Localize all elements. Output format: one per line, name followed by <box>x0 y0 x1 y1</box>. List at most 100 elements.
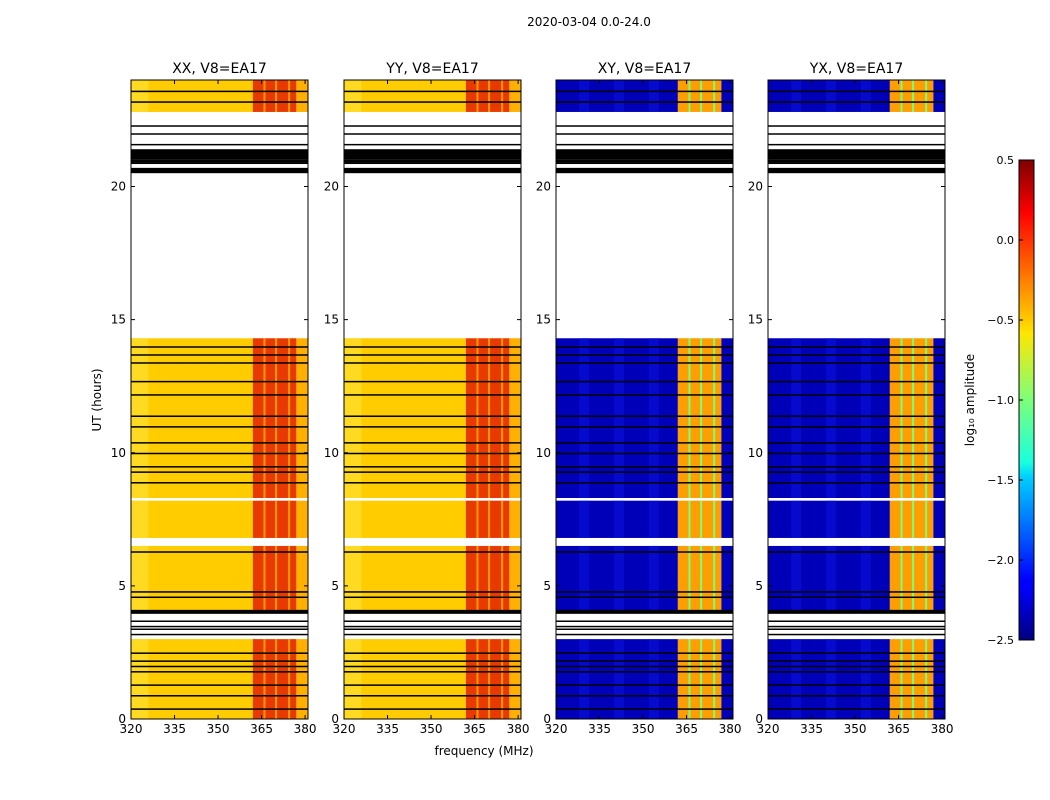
freq-gap <box>501 80 504 112</box>
masked-row <box>131 466 308 468</box>
panel-frame <box>343 79 522 720</box>
masked-block <box>344 149 521 160</box>
y-tick-label: 15 <box>324 313 339 327</box>
masked-block <box>768 149 945 160</box>
y-tick-label: 10 <box>536 446 551 460</box>
x-tick-label: 350 <box>207 722 230 736</box>
heat-texture <box>860 545 871 613</box>
colorbar-tick-label: −1.0 <box>987 394 1014 407</box>
freq-gap <box>688 500 691 538</box>
masked-row <box>768 143 945 146</box>
heat-cell <box>344 80 466 112</box>
x-tick-label: 380 <box>294 722 317 736</box>
masked-row <box>768 90 945 93</box>
masked-row <box>556 415 733 417</box>
masked-row <box>768 394 945 396</box>
masked-block <box>556 167 733 174</box>
freq-gap <box>713 545 716 613</box>
freq-gap <box>713 500 716 538</box>
masked-row <box>556 708 733 710</box>
panel-title: XX, V8=EA17 <box>172 61 267 77</box>
heat-texture <box>648 80 659 112</box>
x-tick-label: 335 <box>376 722 399 736</box>
heat-texture <box>860 500 871 538</box>
panel-yy: YY, V8=EA17 320 335 350 365 380 0 5 10 15 20 <box>324 61 530 736</box>
masked-row <box>344 684 521 686</box>
heat-texture <box>614 639 625 719</box>
masked-row <box>556 143 733 146</box>
masked-row <box>768 671 945 673</box>
masked-row <box>344 620 521 622</box>
masked-block <box>131 159 308 163</box>
heat-cell <box>296 338 308 499</box>
masked-row <box>131 143 308 146</box>
freq-gap <box>900 338 903 499</box>
freq-gap <box>713 80 716 112</box>
heat-texture <box>344 639 362 719</box>
masked-row <box>768 695 945 697</box>
y-tick-label: 10 <box>324 446 339 460</box>
masked-row <box>768 362 945 364</box>
masked-row <box>344 596 521 599</box>
masked-row <box>556 665 733 668</box>
heat-cell <box>721 545 733 613</box>
heat-texture <box>791 338 802 499</box>
heat-texture <box>791 639 802 719</box>
heat-cell <box>933 338 945 499</box>
masked-row <box>768 482 945 484</box>
colorbar-tick-label: 0.5 <box>997 154 1015 167</box>
masked-row <box>344 466 521 468</box>
y-tick-label: 5 <box>118 579 126 593</box>
masked-row <box>344 591 521 593</box>
freq-gap <box>501 639 504 719</box>
freq-gap <box>912 80 915 112</box>
masked-row <box>344 162 521 165</box>
masked-row <box>344 415 521 417</box>
masked-row <box>344 90 521 93</box>
masked-row <box>131 125 308 127</box>
masked-row <box>344 362 521 364</box>
masked-block <box>131 167 308 174</box>
masked-row <box>768 628 945 630</box>
masked-block <box>768 609 945 614</box>
colorbar-label: log₁₀ amplitude <box>963 354 977 446</box>
masked-row <box>556 466 733 468</box>
freq-gap <box>713 639 716 719</box>
x-tick-label: 320 <box>333 722 356 736</box>
heat-cell <box>296 639 308 719</box>
masked-row <box>344 652 521 654</box>
freq-gap <box>288 545 291 613</box>
heat-texture <box>614 338 625 499</box>
masked-row <box>344 346 521 348</box>
colorbar: 0.5 0.0 −0.5 −1.0 −1.5 −2.0 −2.5 log₁₀ amplitud… <box>963 154 1035 647</box>
freq-gap <box>912 500 915 538</box>
y-tick-label: 10 <box>111 446 126 460</box>
masked-row <box>556 551 733 553</box>
masked-row <box>768 415 945 417</box>
freq-gap <box>275 500 278 538</box>
freq-gap <box>900 545 903 613</box>
freq-gap <box>488 639 491 719</box>
x-tick-label: 320 <box>545 722 568 736</box>
freq-gap <box>263 338 266 499</box>
freq-gap <box>501 545 504 613</box>
y-tick-label: 5 <box>543 579 551 593</box>
freq-gap <box>263 545 266 613</box>
masked-row <box>131 162 308 165</box>
freq-gap <box>476 500 479 538</box>
masked-row <box>556 162 733 165</box>
freq-gap <box>700 338 703 499</box>
freq-gap <box>700 80 703 112</box>
freq-gap <box>476 639 479 719</box>
masked-row <box>556 125 733 127</box>
heat-texture <box>614 500 625 538</box>
colorbar-tick-label: −1.5 <box>987 474 1014 487</box>
freq-gap <box>275 639 278 719</box>
masked-row <box>131 101 308 103</box>
masked-row <box>131 471 308 473</box>
masked-row <box>131 671 308 673</box>
masked-row <box>556 628 733 630</box>
masked-row <box>768 596 945 599</box>
masked-row <box>344 133 521 135</box>
